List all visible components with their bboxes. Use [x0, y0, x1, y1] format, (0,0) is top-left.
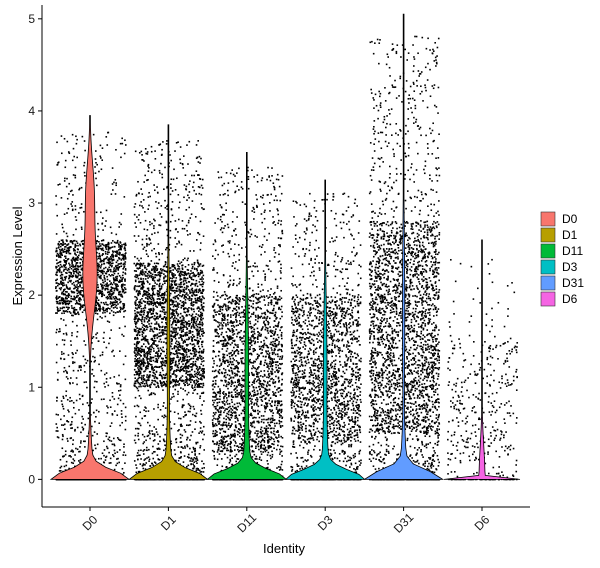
legend-label-D0: D0: [562, 212, 578, 226]
violins: [49, 13, 521, 480]
legend-key-D1: [540, 227, 556, 243]
y-tick-label: 3: [28, 196, 35, 210]
y-tick-label: 4: [28, 104, 35, 118]
y-axis-title: Expression Level: [10, 206, 25, 305]
legend-key-D11: [540, 243, 556, 259]
legend-label-D6: D6: [562, 292, 578, 306]
x-tick-label: D1: [158, 512, 179, 533]
violin-D6: [443, 239, 521, 480]
jitter-points: [55, 35, 519, 481]
violin-D1: [128, 124, 209, 480]
x-tick-label: D11: [234, 510, 259, 535]
violin-D3: [284, 179, 366, 480]
legend-label-D1: D1: [562, 228, 578, 242]
x-tick-label: D3: [315, 512, 336, 533]
legend-label-D11: D11: [562, 244, 583, 258]
violin-D31: [363, 13, 445, 480]
y-tick-label: 1: [28, 380, 35, 394]
legend-key-D0: [540, 211, 556, 227]
x-tick-label: D6: [472, 512, 493, 533]
violin-D11: [206, 151, 288, 480]
legend-label-D3: D3: [562, 260, 578, 274]
y-tick-label: 0: [28, 472, 35, 486]
legend-key-D6: [540, 291, 556, 307]
points-D11: [211, 166, 284, 481]
legend-key-D31: [540, 275, 556, 291]
legend-key-D3: [540, 259, 556, 275]
y-tick-label: 5: [28, 12, 35, 26]
x-tick-label: D31: [391, 510, 417, 536]
y-tick-label: 2: [28, 288, 35, 302]
legend-label-D31: D31: [562, 276, 584, 290]
x-axis-title: Identity: [263, 541, 305, 556]
violin-D0: [49, 115, 131, 480]
legend: D0 D1 D11 D3 D31 D6: [540, 211, 584, 307]
x-tick-label: D0: [80, 512, 101, 533]
